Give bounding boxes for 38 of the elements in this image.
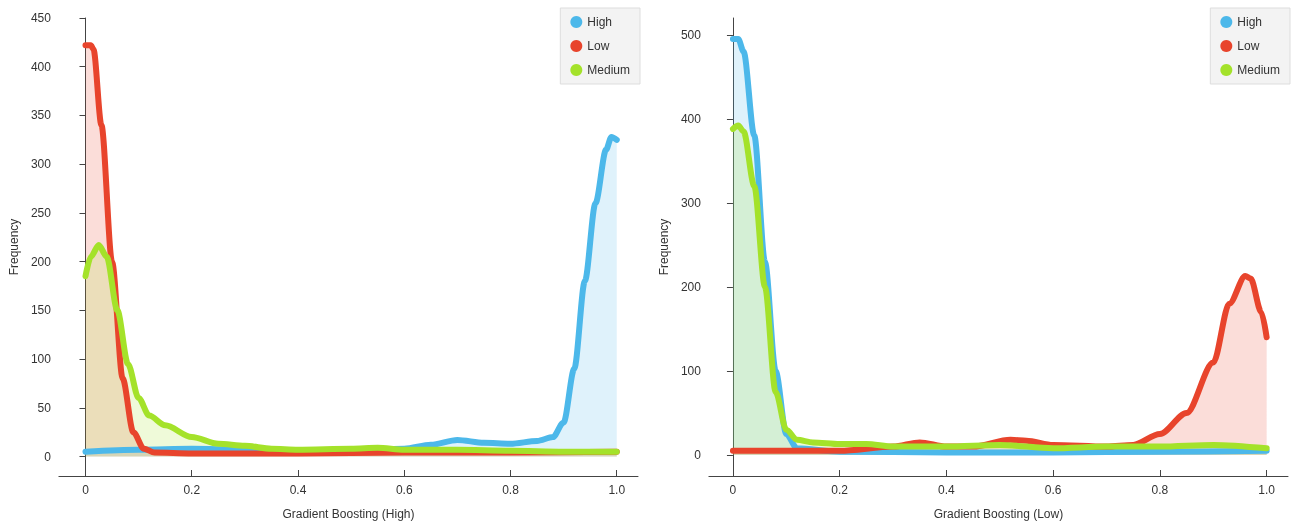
y-tick-label: 0 <box>44 449 52 464</box>
y-tick-label: 450 <box>30 11 52 25</box>
x-tick-label: 0.8 <box>1151 483 1169 497</box>
legend-label: Medium <box>587 63 631 77</box>
y-tick-label: 0 <box>694 447 702 462</box>
y-tick-label: 250 <box>30 205 52 220</box>
x-tick-label: 1.0 <box>608 483 626 497</box>
x-tick-label: 0.6 <box>395 483 413 497</box>
x-axis-title: Gradient Boosting (Low) <box>933 507 1064 521</box>
y-axis-title: Frequency <box>657 218 671 276</box>
legend-label: Low <box>1237 39 1260 53</box>
legend-label: Low <box>587 39 610 53</box>
legend-label: High <box>587 15 613 29</box>
y-tick-label: 300 <box>680 195 702 210</box>
x-tick-label: 0.4 <box>938 483 956 497</box>
x-tick-label: 1.0 <box>1258 483 1276 497</box>
x-tick-label: 0 <box>729 483 737 497</box>
x-tick-label: 0.2 <box>183 483 201 497</box>
x-tick-label: 0 <box>82 483 90 497</box>
y-axis-title: Frequency <box>7 218 21 276</box>
y-tick-label: 100 <box>30 352 52 367</box>
legend-label: Medium <box>1237 63 1281 77</box>
y-tick-label: 400 <box>680 111 702 126</box>
y-tick-label: 350 <box>30 108 52 123</box>
x-tick-label: 0.2 <box>831 483 849 497</box>
x-tick-label: 0.6 <box>1044 483 1062 497</box>
y-tick-label: 400 <box>30 59 52 74</box>
y-tick-label: 200 <box>30 254 52 269</box>
y-tick-label: 300 <box>30 157 52 172</box>
y-tick-label: 50 <box>37 400 52 415</box>
x-tick-label: 0.8 <box>502 483 520 497</box>
y-tick-label: 500 <box>680 27 702 42</box>
y-tick-label: 100 <box>680 363 702 378</box>
legend-label: High <box>1237 15 1263 29</box>
x-tick-label: 0.4 <box>289 483 307 497</box>
y-tick-label: 150 <box>30 303 52 318</box>
y-tick-label: 200 <box>680 279 702 294</box>
x-axis-title: Gradient Boosting (High) <box>282 507 415 521</box>
